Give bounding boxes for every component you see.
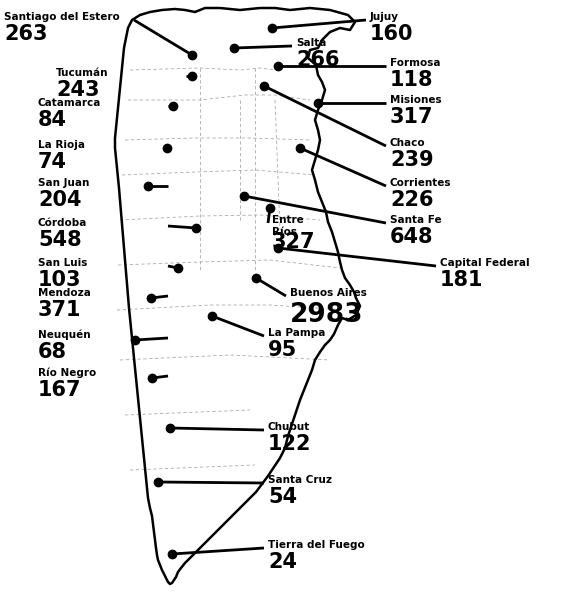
Text: 371: 371	[38, 300, 82, 320]
Text: 84: 84	[38, 110, 67, 130]
Text: 648: 648	[390, 227, 433, 247]
Text: 74: 74	[38, 152, 67, 172]
Text: Capital Federal: Capital Federal	[440, 258, 530, 268]
Text: 263: 263	[4, 24, 47, 44]
Text: Jujuy: Jujuy	[370, 12, 399, 22]
Text: Buenos Aires: Buenos Aires	[290, 288, 367, 298]
Text: 167: 167	[38, 380, 82, 400]
Text: Chaco: Chaco	[390, 138, 425, 148]
Text: Formosa: Formosa	[390, 58, 440, 68]
Text: 122: 122	[268, 434, 312, 454]
Text: Mendoza: Mendoza	[38, 288, 91, 298]
Text: Entre
Ríos: Entre Ríos	[272, 215, 304, 237]
Text: Santiago del Estero: Santiago del Estero	[4, 12, 120, 22]
Text: Tucumán: Tucumán	[56, 68, 108, 78]
Text: Catamarca: Catamarca	[38, 98, 102, 108]
Text: 239: 239	[390, 150, 433, 170]
Text: 103: 103	[38, 270, 82, 290]
Text: Neuquén: Neuquén	[38, 330, 91, 340]
Text: 181: 181	[440, 270, 484, 290]
Text: 548: 548	[38, 230, 82, 250]
Text: 118: 118	[390, 70, 433, 90]
Text: 327: 327	[272, 232, 316, 252]
Text: Río Negro: Río Negro	[38, 368, 96, 378]
Text: 24: 24	[268, 552, 297, 572]
Text: 226: 226	[390, 190, 433, 210]
Text: Corrientes: Corrientes	[390, 178, 452, 188]
Text: 317: 317	[390, 107, 433, 127]
Text: Córdoba: Córdoba	[38, 218, 87, 228]
Text: Salta: Salta	[296, 38, 327, 48]
Text: Misiones: Misiones	[390, 95, 441, 105]
Text: 243: 243	[56, 80, 99, 100]
Text: 160: 160	[370, 24, 413, 44]
Text: 68: 68	[38, 342, 67, 362]
Text: San Juan: San Juan	[38, 178, 90, 188]
Text: Tierra del Fuego: Tierra del Fuego	[268, 540, 365, 550]
Text: 204: 204	[38, 190, 82, 210]
Text: La Pampa: La Pampa	[268, 328, 325, 338]
Text: 2983: 2983	[290, 302, 364, 328]
Text: La Rioja: La Rioja	[38, 140, 85, 150]
Text: 95: 95	[268, 340, 297, 360]
Text: San Luis: San Luis	[38, 258, 87, 268]
Text: 266: 266	[296, 50, 340, 70]
Text: 54: 54	[268, 487, 297, 507]
Text: Santa Cruz: Santa Cruz	[268, 475, 332, 485]
Text: Chubut: Chubut	[268, 422, 310, 432]
Text: Santa Fe: Santa Fe	[390, 215, 441, 225]
